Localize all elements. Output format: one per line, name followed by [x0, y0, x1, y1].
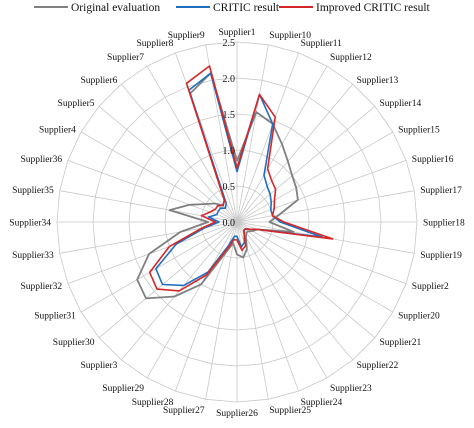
category-label: Supplier17 [420, 186, 462, 196]
radial-tick-label: 0.0 [223, 218, 236, 229]
radial-tick-label: 2.5 [223, 38, 236, 49]
category-label: Supplier21 [380, 338, 422, 348]
category-label: Supplier19 [420, 251, 462, 261]
grid-spoke [175, 52, 238, 223]
category-label: Supplier34 [9, 219, 51, 229]
legend: Original evaluation CRITIC result Improv… [34, 2, 431, 14]
category-label: Supplier7 [107, 53, 144, 63]
category-label: Supplier31 [34, 312, 76, 322]
grid-spoke [205, 221, 238, 400]
grid-spoke [236, 221, 269, 400]
category-label: Supplier25 [269, 406, 311, 416]
category-label: Supplier32 [20, 282, 62, 292]
category-label: Supplier14 [380, 99, 422, 109]
grid-spoke [236, 131, 394, 223]
grid-spoke [236, 160, 407, 223]
category-label: Supplier24 [301, 398, 343, 408]
grid-spoke [59, 190, 238, 223]
radial-tick-labels: 0.0 0.5 1.0 1.5 2.0 2.5 [223, 38, 236, 229]
grid-spoke [236, 83, 354, 223]
grid-spoke [80, 131, 238, 223]
category-label: Supplier5 [58, 99, 95, 109]
legend-label-improved: Improved CRITIC result [316, 2, 431, 14]
grid-spoke [236, 105, 376, 223]
radial-tick-label: 0.5 [223, 182, 236, 193]
radial-tick-label: 2.0 [223, 74, 236, 85]
grid-spoke [236, 44, 269, 223]
category-label: Supplier13 [357, 76, 399, 86]
legend-label-original: Original evaluation [71, 2, 160, 14]
category-label: Supplier20 [398, 312, 440, 322]
category-label: Supplier28 [132, 398, 174, 408]
category-label: Supplier4 [39, 126, 76, 136]
category-label: Supplier3 [80, 361, 117, 371]
radial-tick-label: 1.5 [223, 110, 236, 121]
category-label: Supplier9 [168, 31, 205, 41]
category-label: Supplier6 [80, 76, 117, 86]
series-line-2 [148, 65, 334, 292]
category-label: Supplier33 [12, 251, 54, 261]
grid-spoke [80, 221, 238, 313]
category-label: Supplier27 [163, 406, 205, 416]
category-label: Supplier35 [12, 186, 54, 196]
category-label: Supplier1 [219, 28, 256, 38]
radial-tick-label: 1.0 [223, 146, 236, 157]
category-label: Supplier23 [330, 384, 372, 394]
category-label: Supplier15 [398, 126, 440, 136]
category-label: Supplier22 [357, 361, 399, 371]
category-label: Supplier12 [330, 53, 372, 63]
category-label: Supplier16 [412, 155, 454, 165]
category-label: Supplier18 [423, 219, 465, 229]
category-label: Supplier29 [102, 384, 144, 394]
grid-spoke [236, 221, 328, 379]
grid-spoke [120, 83, 238, 223]
series-line-0 [136, 72, 299, 300]
category-label: Supplier10 [269, 31, 311, 41]
grid-spoke [236, 221, 376, 339]
grid-spoke [146, 65, 238, 223]
grid-spoke [236, 221, 407, 284]
grid-spoke [98, 221, 238, 339]
grid-spoke [236, 52, 299, 223]
category-label: Supplier36 [20, 155, 62, 165]
radar-grid [56, 41, 418, 403]
series-line-1 [155, 72, 323, 287]
category-label: Supplier8 [136, 39, 173, 49]
grid-spoke [236, 221, 354, 361]
category-label: Supplier26 [216, 409, 258, 419]
category-label: Supplier11 [301, 39, 343, 49]
grid-spoke [236, 221, 394, 313]
category-label: Supplier2 [412, 282, 449, 292]
grid-spoke [236, 190, 415, 223]
grid-spoke [67, 221, 238, 284]
series-layer [136, 65, 334, 300]
category-label: Supplier30 [53, 338, 95, 348]
grid-spoke [146, 221, 238, 379]
legend-label-critic: CRITIC result [213, 2, 280, 14]
